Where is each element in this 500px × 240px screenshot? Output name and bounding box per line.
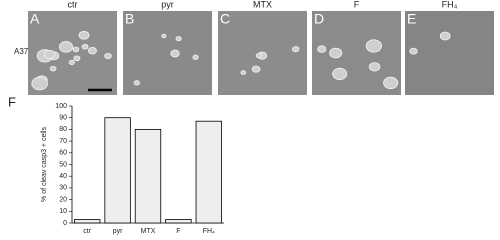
x-tick-label: pyr	[113, 228, 123, 235]
bar	[195, 120, 222, 224]
cell-cluster	[292, 46, 300, 53]
y-tick-label: 50	[59, 161, 67, 168]
cell-cluster	[409, 47, 418, 55]
bar	[104, 117, 131, 224]
panel-letter: A	[30, 11, 40, 27]
cell-cluster	[439, 31, 451, 41]
panel-caption: pyr	[161, 0, 174, 9]
y-tick-label: 10	[59, 208, 67, 215]
y-tick-label: 20	[59, 196, 67, 203]
cell-cluster	[240, 70, 247, 75]
cell-cluster	[365, 39, 382, 53]
x-tick-label: ctr	[83, 228, 91, 235]
cell-cluster	[383, 76, 399, 90]
cell-cluster	[170, 49, 180, 58]
y-tick-label: 30	[59, 185, 67, 192]
x-tick-label: MTX	[141, 228, 156, 235]
cell-cluster	[192, 54, 199, 60]
bar	[74, 219, 101, 224]
cell-cluster	[251, 65, 261, 73]
x-tick-label: F	[176, 228, 180, 235]
cell-cluster	[87, 47, 97, 55]
micrograph	[405, 11, 494, 95]
cell-cluster	[329, 47, 343, 59]
cell-cluster	[73, 55, 81, 62]
cell-cluster	[255, 52, 263, 59]
bar	[134, 128, 162, 224]
y-tick-label: 90	[59, 115, 67, 122]
x-tick-label: FH₄	[203, 228, 215, 235]
panel-caption: F	[354, 0, 360, 9]
panel-caption: ctr	[68, 0, 78, 9]
y-tick-label: 0	[63, 220, 67, 227]
cell-cluster	[104, 52, 112, 60]
y-tick-label: 100	[55, 103, 67, 110]
cell-cluster	[81, 43, 89, 50]
cell-cluster	[72, 46, 80, 53]
cell-cluster	[78, 30, 90, 40]
cell-cluster	[58, 41, 74, 53]
y-axis-label: % of cleav casp3 + cells	[41, 127, 48, 202]
panel-caption: MTX	[253, 0, 272, 9]
chart-letter: F	[8, 94, 16, 109]
panel-caption: FH₄	[442, 0, 458, 9]
cell-cluster	[175, 36, 182, 42]
panel-letter: C	[220, 11, 230, 27]
cell-cluster	[368, 62, 381, 72]
panel-letter: E	[407, 11, 416, 27]
row-label: A375	[14, 47, 33, 56]
cell-cluster	[161, 33, 167, 39]
y-tick-label: 40	[59, 173, 67, 180]
bar	[165, 219, 192, 224]
cell-cluster	[31, 76, 48, 91]
cell-cluster	[49, 65, 57, 72]
cell-cluster	[133, 80, 140, 86]
cell-cluster	[44, 49, 56, 60]
panel-letter: B	[125, 11, 134, 27]
panel-letter: D	[314, 11, 324, 27]
cell-cluster	[68, 59, 75, 65]
y-tick-label: 70	[59, 138, 67, 145]
y-tick-label: 60	[59, 150, 67, 157]
y-tick-label: 80	[59, 126, 67, 133]
cell-cluster	[332, 67, 348, 81]
cell-cluster	[317, 45, 327, 53]
